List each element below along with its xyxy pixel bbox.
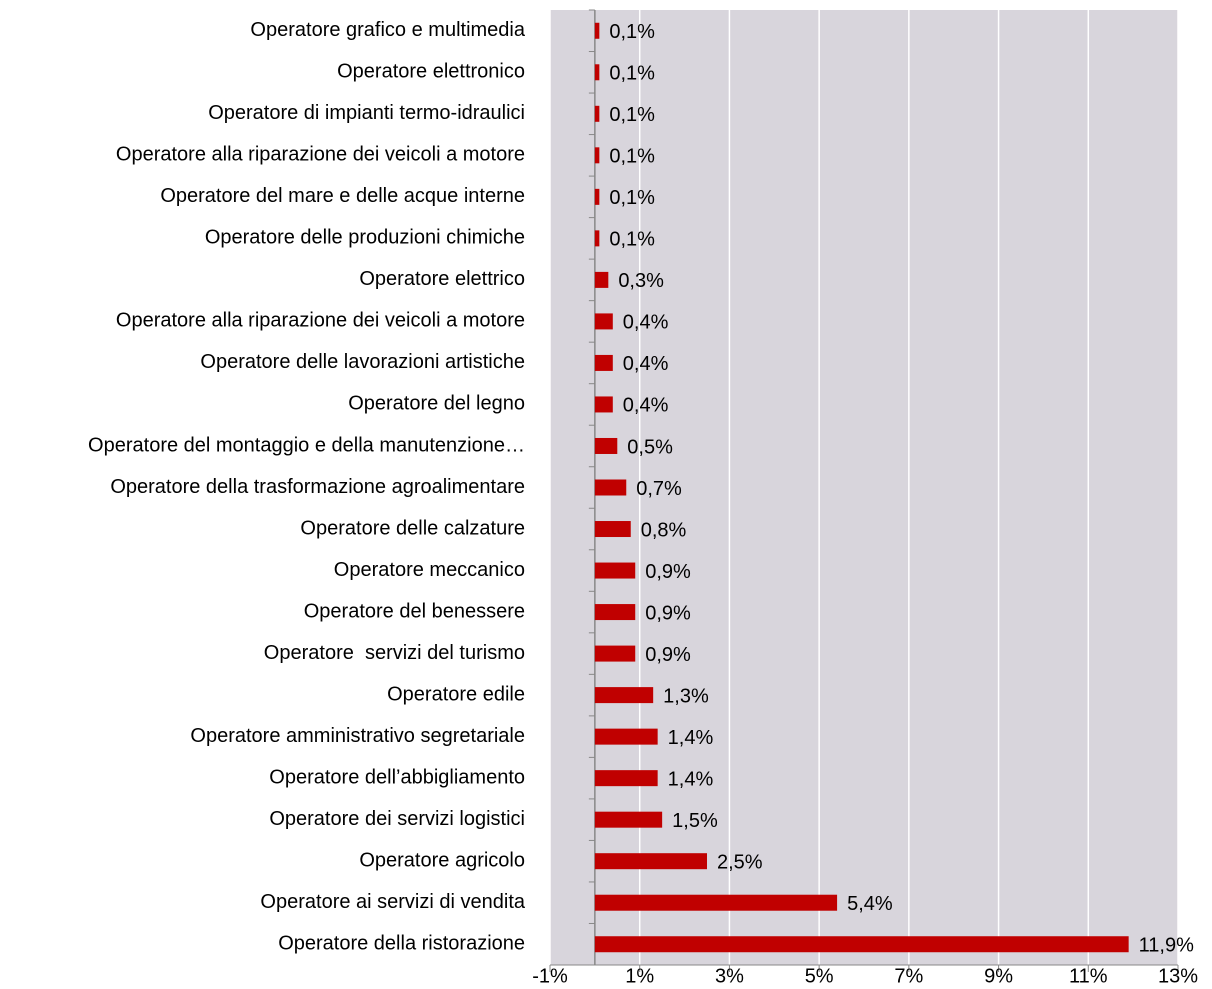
x-tick-label: 1% [625,965,654,987]
bar [594,22,600,39]
data-label: 0,9% [645,644,691,666]
bar [594,728,658,745]
y-tick-label: Operatore meccanico [334,559,525,581]
x-tick-label: -1% [532,965,568,987]
x-tick-label: 5% [805,965,834,987]
bar [594,604,636,621]
bar [594,437,618,454]
data-label: 0,7% [636,478,682,500]
data-label: 1,4% [668,768,714,790]
x-tick-label: 7% [894,965,923,987]
y-tick-label: Operatore elettronico [337,61,525,83]
y-tick-label: Operatore ai servizi di vendita [260,891,525,913]
bar [594,562,636,579]
y-tick-label: Operatore delle produzioni chimiche [205,227,525,249]
y-tick-label: Operatore delle lavorazioni artistiche [200,351,525,373]
y-tick-label: Operatore alla riparazione dei veicoli a… [116,310,525,332]
bar [594,188,600,205]
data-label: 0,5% [627,436,673,458]
bar [594,811,663,828]
plot-area [550,10,1178,965]
data-label: 1,4% [668,727,714,749]
x-tick-label: 9% [984,965,1013,987]
y-tick-label: Operatore delle calzature [300,517,525,539]
y-tick-label: Operatore di impianti termo-idraulici [208,102,525,124]
bar [594,105,600,122]
data-label: 0,8% [641,519,687,541]
x-tick-label: 13% [1158,965,1198,987]
y-tick-label: Operatore dell’abbigliamento [269,766,525,788]
bar [594,853,707,870]
data-label: 0,1% [609,229,655,251]
bar [594,230,600,247]
y-tick-label: Operatore dei servizi logistici [269,808,525,830]
data-label: 0,1% [609,187,655,209]
data-label: 0,4% [623,353,669,375]
data-label: 11,9% [1139,935,1194,957]
data-label: 0,1% [609,21,655,43]
x-tick-label: 3% [715,965,744,987]
data-label: 1,3% [663,685,709,707]
x-tick-label: 11% [1069,965,1108,987]
y-tick-label: Operatore edile [387,683,525,705]
data-label: 0,9% [645,561,691,583]
y-tick-label: Operatore del legno [348,393,525,415]
bar [594,64,600,81]
data-label: 0,4% [623,312,669,334]
bar [594,687,654,704]
data-label: 2,5% [717,851,763,873]
data-label: 0,9% [645,602,691,624]
data-label: 0,1% [609,146,655,168]
data-label: 0,1% [609,63,655,85]
data-label: 5,4% [847,893,893,915]
y-tick-label: Operatore alla riparazione dei veicoli a… [116,144,525,166]
bar [594,479,627,496]
bar [594,936,1129,953]
data-label: 0,3% [618,270,664,292]
y-tick-label: Operatore della trasformazione agroalime… [110,476,525,498]
y-tick-label: Operatore servizi del turismo [264,642,525,664]
bar [594,354,613,371]
bar [594,271,609,288]
data-label: 1,5% [672,810,718,832]
y-tick-label: Operatore amministrativo segretariale [190,725,525,747]
bar [594,521,631,538]
y-tick-label: Operatore della ristorazione [278,933,525,955]
bar [594,313,613,330]
data-label: 0,4% [623,395,669,417]
y-tick-label: Operatore elettrico [359,268,525,290]
bar [594,645,636,662]
bar [594,396,613,413]
bar [594,894,838,911]
bar [594,770,658,787]
bar [594,147,600,164]
y-tick-label: Operatore agricolo [359,849,525,871]
y-tick-label: Operatore del benessere [304,600,525,622]
y-tick-label: Operatore del montaggio e della manutenz… [88,434,525,456]
y-tick-label: Operatore grafico e multimedia [250,19,525,41]
y-tick-label: Operatore del mare e delle acque interne [160,185,525,207]
data-label: 0,1% [609,104,655,126]
